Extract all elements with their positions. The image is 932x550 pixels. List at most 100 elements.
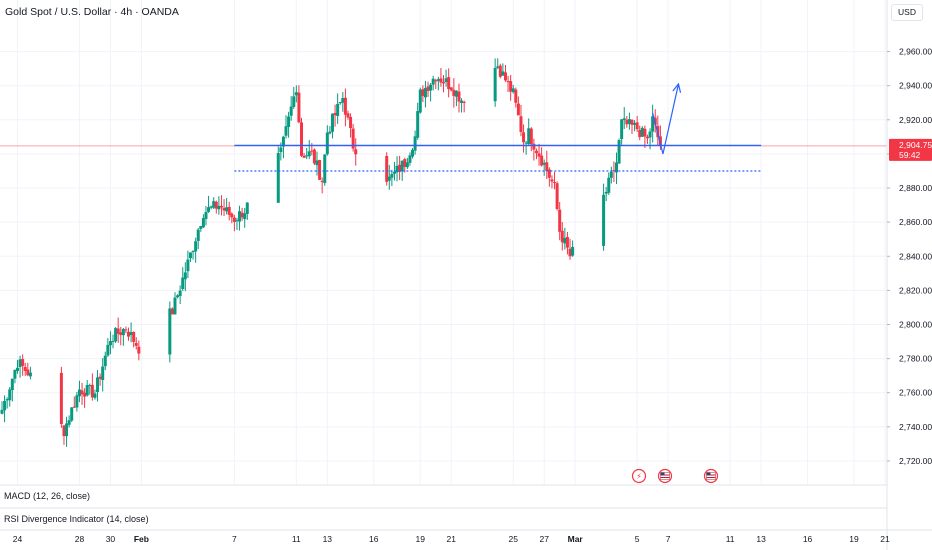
dividend-icon[interactable]: ⚡ bbox=[631, 468, 647, 484]
x-tick-label: 16 bbox=[803, 534, 813, 544]
candle-body bbox=[534, 150, 538, 154]
candle-body bbox=[524, 142, 528, 144]
candle-body bbox=[612, 170, 616, 172]
candle-body bbox=[602, 194, 606, 246]
rsi-divergence-indicator-label[interactable]: RSI Divergence Indicator (14, close) bbox=[4, 514, 149, 524]
candle-body bbox=[196, 229, 200, 241]
x-tick-label: 21 bbox=[447, 534, 457, 544]
candle-body bbox=[284, 126, 288, 136]
candle-body bbox=[336, 103, 340, 116]
time-axis[interactable]: 24 28 30 Feb 7 11 13 16 19 21 25 27 Mar 5 7 11 13 16 19 21 bbox=[13, 534, 890, 544]
user-drawings[interactable] bbox=[234, 82, 762, 172]
candle-body bbox=[493, 67, 497, 102]
candle-body bbox=[330, 113, 334, 132]
candle-body bbox=[532, 143, 536, 150]
candle-body bbox=[287, 116, 291, 127]
us-flag-icon[interactable]: US bbox=[657, 468, 673, 484]
candle-body bbox=[21, 359, 25, 366]
x-tick-label: 30 bbox=[106, 534, 116, 544]
candle-body bbox=[614, 162, 618, 173]
projection-path[interactable] bbox=[652, 83, 680, 155]
candle-body bbox=[622, 118, 626, 121]
candle-body bbox=[134, 343, 138, 346]
candle-body bbox=[542, 162, 546, 165]
candle-body bbox=[15, 367, 19, 371]
candle-body bbox=[3, 400, 7, 411]
x-tick-label: 11 bbox=[292, 534, 301, 544]
currency-button[interactable]: USD bbox=[891, 4, 923, 21]
macd-indicator-label[interactable]: MACD (12, 26, close) bbox=[4, 491, 91, 501]
candle-body bbox=[617, 140, 621, 164]
candle-body bbox=[563, 238, 567, 244]
x-tick-label: 11 bbox=[726, 534, 735, 544]
last-price-tag-box bbox=[889, 138, 932, 161]
candle-body bbox=[307, 151, 311, 157]
x-tick-label: Mar bbox=[568, 534, 584, 544]
candle-body bbox=[83, 392, 87, 397]
candles bbox=[0, 58, 662, 447]
candle-body bbox=[550, 179, 554, 182]
x-tick-label: 25 bbox=[508, 534, 518, 544]
candle-body bbox=[501, 71, 505, 76]
candle-body bbox=[212, 201, 216, 208]
candle-body bbox=[181, 277, 185, 289]
candle-body bbox=[346, 113, 350, 118]
candle-body bbox=[638, 130, 642, 138]
candle-body bbox=[225, 207, 229, 212]
candle-body bbox=[289, 106, 293, 116]
candle-body bbox=[635, 122, 639, 130]
candle-body bbox=[444, 78, 448, 82]
candle-body bbox=[75, 395, 79, 408]
y-tick-label: 2,880.000 bbox=[899, 183, 932, 193]
candle-body bbox=[527, 128, 531, 145]
candle-body bbox=[101, 366, 105, 381]
candle-body bbox=[423, 88, 427, 98]
candle-body bbox=[235, 220, 239, 222]
candle-body bbox=[294, 92, 298, 96]
y-tick-label: 2,760.000 bbox=[899, 388, 932, 398]
candle-body bbox=[418, 89, 422, 113]
candle-body bbox=[191, 250, 195, 253]
candle-body bbox=[633, 122, 637, 125]
candle-body bbox=[98, 376, 102, 379]
candle-countdown: 59:42 bbox=[899, 150, 921, 160]
candle-body bbox=[645, 136, 649, 139]
candle-body bbox=[519, 116, 523, 132]
y-tick-label: 2,860.000 bbox=[899, 217, 932, 227]
candle-body bbox=[67, 420, 71, 425]
candle-body bbox=[553, 182, 557, 184]
candle-body bbox=[320, 180, 324, 182]
x-tick-label: 13 bbox=[756, 534, 766, 544]
candle-body bbox=[503, 72, 507, 81]
us-flag-icon[interactable]: US bbox=[703, 468, 719, 484]
candle-body bbox=[217, 205, 221, 210]
symbol-title[interactable]: Gold Spot / U.S. Dollar · 4h · OANDA bbox=[5, 6, 179, 18]
candle-body bbox=[305, 155, 309, 157]
candle-body bbox=[498, 65, 502, 77]
candle-body bbox=[23, 367, 27, 371]
candle-body bbox=[77, 389, 81, 397]
candle-body bbox=[403, 159, 407, 167]
candle-body bbox=[302, 155, 306, 158]
candle-body bbox=[292, 96, 296, 107]
candle-body bbox=[385, 156, 389, 182]
candle-body bbox=[416, 111, 420, 138]
y-tick-label: 2,820.000 bbox=[899, 285, 932, 295]
candle-body bbox=[124, 329, 128, 331]
candle-body bbox=[398, 164, 402, 172]
candle-body bbox=[413, 136, 417, 151]
price-axis[interactable]: 2,720.000 2,740.000 2,760.000 2,780.000 2,80… bbox=[887, 47, 932, 466]
candle-body bbox=[183, 272, 187, 280]
candle-body bbox=[227, 206, 231, 215]
candle-body bbox=[230, 213, 234, 218]
candle-body bbox=[568, 248, 572, 257]
y-tick-label: 2,840.000 bbox=[899, 251, 932, 261]
candle-body bbox=[204, 211, 208, 219]
y-tick-label: 2,920.000 bbox=[899, 115, 932, 125]
candle-body bbox=[129, 332, 133, 335]
candle-body bbox=[222, 207, 226, 211]
candle-body bbox=[281, 136, 285, 147]
candle-body bbox=[429, 84, 433, 91]
candle-body bbox=[10, 378, 14, 391]
